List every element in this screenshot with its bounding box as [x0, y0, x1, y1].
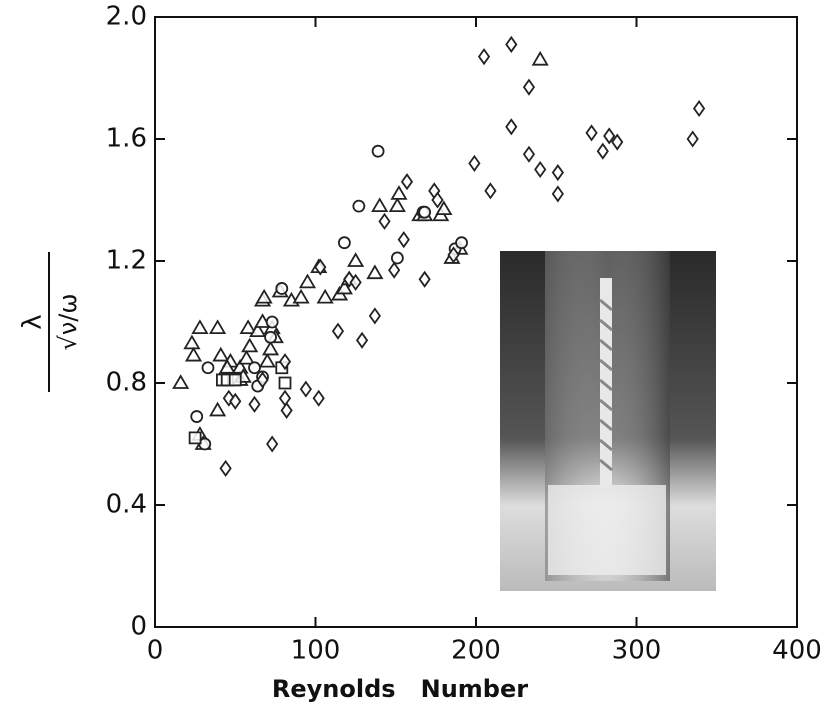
point [229, 392, 242, 410]
point [312, 389, 325, 407]
point [191, 319, 209, 334]
point [531, 50, 549, 66]
point [212, 346, 230, 362]
point [611, 133, 624, 151]
x-tick-label: 400 [772, 636, 822, 666]
point [349, 273, 362, 291]
point [371, 144, 385, 158]
point [241, 337, 259, 353]
point [505, 35, 518, 53]
point [390, 251, 404, 265]
x-tick-label: 100 [291, 636, 341, 666]
y-tick-label: 0 [130, 612, 147, 642]
point [551, 164, 564, 182]
point [184, 346, 203, 362]
point [331, 322, 345, 340]
point [371, 197, 389, 212]
y-tick-label: 0.8 [106, 368, 147, 398]
x-tick-label: 300 [612, 636, 662, 666]
point [505, 118, 518, 136]
point [209, 401, 227, 417]
point [218, 358, 236, 374]
point [239, 319, 257, 334]
y-label-denominator: √ν/ω [54, 294, 82, 351]
point [228, 373, 242, 387]
point [390, 185, 408, 200]
point [237, 349, 256, 365]
point [388, 197, 406, 212]
point [248, 361, 261, 375]
point [484, 182, 497, 200]
point [275, 282, 289, 295]
point [355, 331, 369, 349]
y-tick-label: 0.4 [106, 490, 147, 520]
point [256, 371, 269, 389]
point [596, 142, 609, 160]
point [337, 236, 351, 250]
point [298, 273, 317, 289]
x-tick-label: 0 [147, 636, 164, 666]
y-tick-label: 1.2 [106, 246, 147, 276]
y-axis-label: λ √ν/ω [18, 252, 82, 392]
point [292, 288, 310, 304]
point [388, 261, 401, 279]
point [603, 127, 616, 145]
point [314, 258, 327, 276]
point [264, 330, 277, 344]
point [418, 205, 432, 219]
point [219, 459, 232, 477]
point [188, 431, 202, 445]
point [686, 130, 699, 148]
point [522, 78, 536, 96]
point [431, 191, 444, 209]
point [172, 374, 190, 389]
point [352, 199, 366, 213]
point [378, 212, 391, 230]
point [266, 435, 279, 453]
point [366, 264, 384, 280]
point [347, 252, 365, 267]
point [278, 389, 292, 407]
point [265, 315, 279, 329]
point [447, 246, 460, 264]
y-tick-label: 2.0 [106, 2, 147, 32]
point [278, 376, 292, 390]
point [258, 352, 276, 368]
point [368, 307, 381, 325]
point [280, 401, 293, 419]
point [455, 236, 468, 250]
point [209, 319, 227, 334]
point [183, 334, 201, 350]
point [201, 361, 215, 375]
point [468, 154, 481, 172]
point [435, 200, 453, 216]
y-label-numerator: λ [18, 314, 48, 329]
point [335, 279, 353, 295]
point [477, 48, 491, 66]
point [551, 185, 564, 203]
point [692, 99, 706, 118]
point [255, 288, 273, 304]
point [299, 380, 312, 398]
point [248, 395, 261, 413]
point [534, 160, 547, 179]
point [585, 124, 598, 142]
point [190, 410, 204, 423]
point [400, 173, 414, 191]
point [261, 340, 280, 356]
inset-photo [500, 251, 716, 591]
point [278, 353, 292, 371]
x-tick-label: 200 [451, 636, 501, 666]
x-axis-label: Reynolds Number [272, 675, 528, 703]
point [249, 322, 267, 338]
point [397, 231, 410, 249]
y-tick-label: 1.6 [106, 124, 147, 154]
point [418, 270, 431, 288]
point [316, 288, 334, 304]
point [522, 145, 536, 163]
